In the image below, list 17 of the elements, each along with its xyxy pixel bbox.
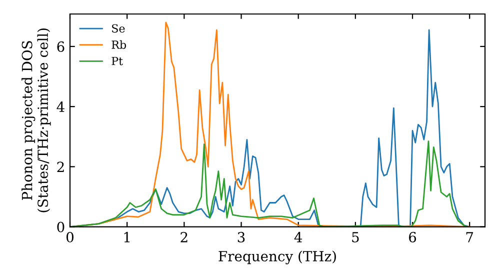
x-tick-label: 2 bbox=[180, 232, 188, 242]
x-tick-label: 4 bbox=[294, 232, 302, 242]
x-tick-label: 6 bbox=[409, 232, 416, 242]
x-tick-label: 3 bbox=[238, 232, 245, 242]
y-tick-label: 6 bbox=[57, 41, 64, 52]
y-tick-label: 0 bbox=[57, 222, 64, 232]
x-tick-label: 1 bbox=[124, 232, 130, 242]
x-tick-label: 0 bbox=[66, 232, 74, 242]
x-axis-title: Frequency (THz) bbox=[218, 250, 336, 264]
legend-label: Pt bbox=[112, 56, 123, 66]
legend-label: Se bbox=[112, 24, 125, 33]
x-tick-label: 5 bbox=[352, 232, 359, 242]
x-tick-label: 7 bbox=[466, 232, 473, 242]
y-axis-title: Phonon projected DOS (States/THz·primitive cell) bbox=[22, 28, 51, 212]
y-tick-label: 4 bbox=[56, 102, 64, 112]
y-tick-label: 2 bbox=[57, 162, 64, 172]
legend-label: Rb bbox=[112, 40, 126, 49]
